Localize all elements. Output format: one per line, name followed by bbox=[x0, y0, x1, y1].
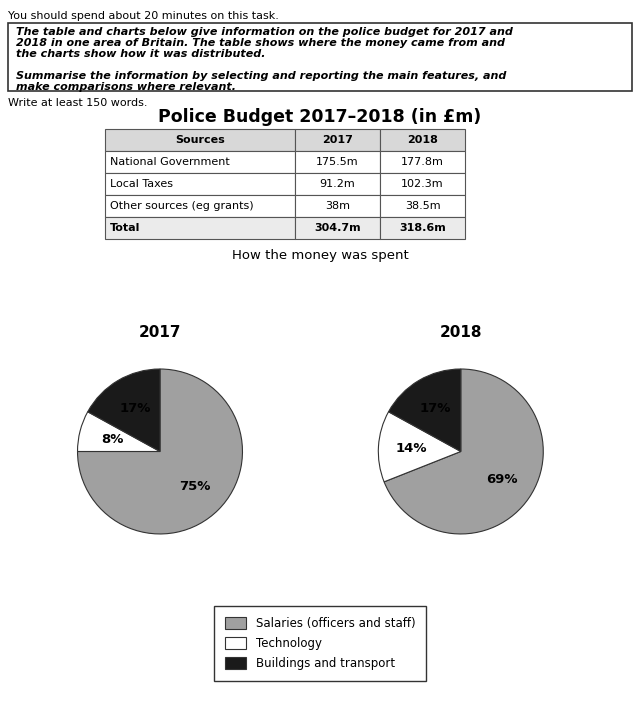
Text: 8%: 8% bbox=[101, 433, 124, 446]
Text: 304.7m: 304.7m bbox=[314, 223, 361, 233]
Bar bbox=[105, 129, 295, 151]
Wedge shape bbox=[88, 369, 160, 451]
Bar bbox=[105, 195, 295, 217]
Text: Police Budget 2017–2018 (in £m): Police Budget 2017–2018 (in £m) bbox=[158, 108, 482, 126]
Text: You should spend about 20 minutes on this task.: You should spend about 20 minutes on thi… bbox=[8, 11, 279, 21]
Bar bbox=[295, 217, 380, 239]
Text: Sources: Sources bbox=[175, 135, 225, 145]
Legend: Salaries (officers and staff), Technology, Buildings and transport: Salaries (officers and staff), Technolog… bbox=[214, 606, 426, 680]
Bar bbox=[295, 195, 380, 217]
Wedge shape bbox=[378, 412, 461, 482]
Text: Write at least 150 words.: Write at least 150 words. bbox=[8, 98, 147, 108]
Text: 14%: 14% bbox=[396, 442, 427, 455]
Bar bbox=[105, 217, 295, 239]
Text: 17%: 17% bbox=[119, 402, 150, 415]
Wedge shape bbox=[388, 369, 461, 451]
Wedge shape bbox=[77, 369, 243, 534]
Text: Summarise the information by selecting and reporting the main features, and: Summarise the information by selecting a… bbox=[16, 71, 506, 81]
Text: Other sources (eg grants): Other sources (eg grants) bbox=[110, 201, 253, 211]
Title: 2017: 2017 bbox=[139, 325, 181, 341]
Text: 69%: 69% bbox=[486, 473, 518, 486]
Bar bbox=[380, 173, 465, 195]
Text: 2017: 2017 bbox=[322, 135, 353, 145]
Bar bbox=[105, 151, 295, 173]
Text: 2018 in one area of Britain. The table shows where the money came from and: 2018 in one area of Britain. The table s… bbox=[16, 38, 505, 48]
Text: 38.5m: 38.5m bbox=[404, 201, 440, 211]
Bar bbox=[295, 151, 380, 173]
Bar bbox=[380, 151, 465, 173]
Text: The table and charts below give information on the police budget for 2017 and: The table and charts below give informat… bbox=[16, 27, 513, 37]
Text: 102.3m: 102.3m bbox=[401, 179, 444, 189]
Text: 175.5m: 175.5m bbox=[316, 157, 359, 167]
Text: Local Taxes: Local Taxes bbox=[110, 179, 173, 189]
Bar bbox=[8, 23, 632, 91]
Text: 38m: 38m bbox=[325, 201, 350, 211]
Bar bbox=[295, 129, 380, 151]
Text: 91.2m: 91.2m bbox=[319, 179, 355, 189]
Text: 177.8m: 177.8m bbox=[401, 157, 444, 167]
Wedge shape bbox=[77, 412, 160, 451]
Bar bbox=[295, 173, 380, 195]
Text: make comparisons where relevant.: make comparisons where relevant. bbox=[16, 82, 236, 92]
Text: Total: Total bbox=[110, 223, 140, 233]
Bar bbox=[105, 173, 295, 195]
Wedge shape bbox=[384, 369, 543, 534]
Text: 17%: 17% bbox=[420, 402, 451, 415]
Title: 2018: 2018 bbox=[440, 325, 482, 341]
Text: 75%: 75% bbox=[179, 480, 211, 493]
Text: 2018: 2018 bbox=[407, 135, 438, 145]
Bar bbox=[380, 129, 465, 151]
Bar bbox=[380, 217, 465, 239]
Bar bbox=[380, 195, 465, 217]
Text: the charts show how it was distributed.: the charts show how it was distributed. bbox=[16, 49, 266, 59]
Text: 318.6m: 318.6m bbox=[399, 223, 446, 233]
Text: How the money was spent: How the money was spent bbox=[232, 249, 408, 262]
Text: National Government: National Government bbox=[110, 157, 230, 167]
